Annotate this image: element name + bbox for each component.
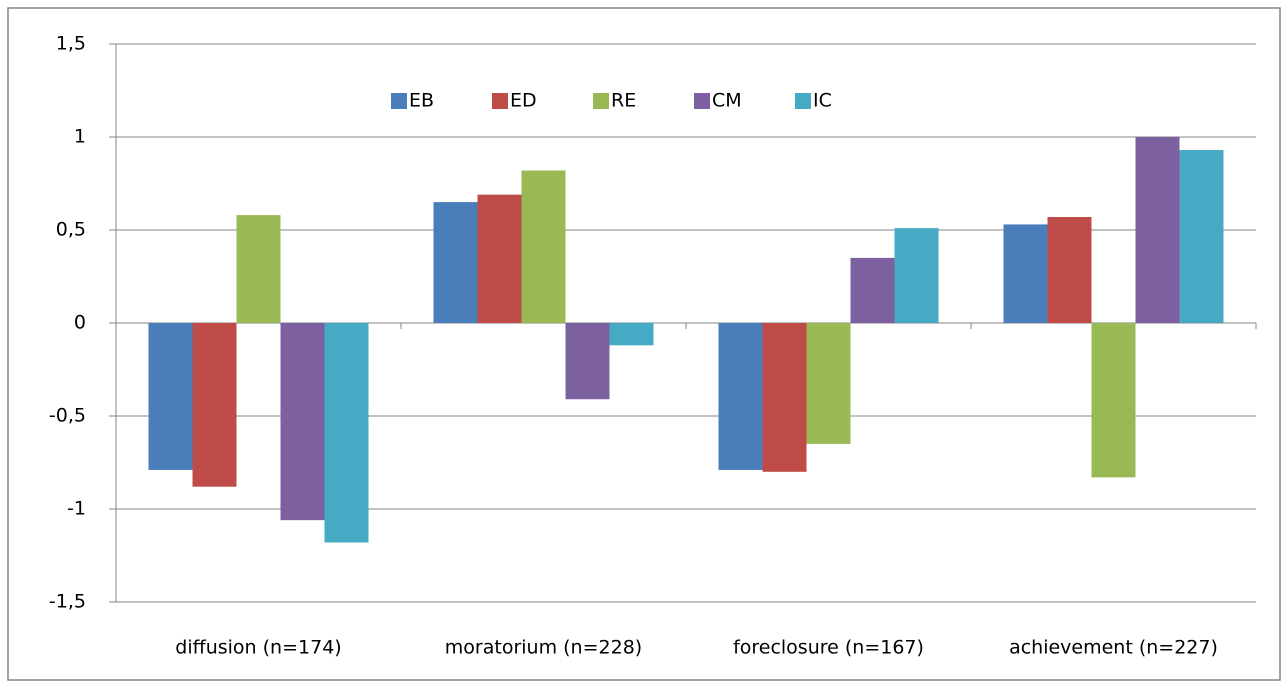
legend-swatch — [593, 93, 609, 109]
bar — [148, 323, 193, 470]
bar — [850, 257, 895, 323]
bar — [609, 323, 654, 346]
y-tick-label: 1 — [74, 126, 86, 148]
legend-swatch — [492, 93, 508, 109]
bar — [477, 194, 522, 323]
y-tick-label: -1 — [67, 498, 86, 520]
legend-swatch — [391, 93, 407, 109]
bar — [1003, 224, 1048, 323]
bar — [762, 323, 807, 472]
y-tick-label: 0,5 — [56, 219, 86, 241]
x-tick-label: moratorium (n=228) — [445, 637, 642, 659]
legend-label: IC — [813, 90, 832, 112]
bar — [718, 323, 763, 470]
bar — [565, 323, 610, 400]
bar — [1135, 137, 1180, 323]
bar — [433, 202, 478, 323]
bar — [192, 323, 237, 487]
x-tick-label: foreclosure (n=167) — [733, 637, 924, 659]
legend-swatch — [694, 93, 710, 109]
legend-label: RE — [611, 90, 636, 112]
bar — [280, 323, 325, 521]
bar — [894, 228, 939, 323]
bar — [1179, 150, 1224, 323]
x-tick-label: diffusion (n=174) — [175, 637, 341, 659]
legend-label: CM — [712, 90, 742, 112]
x-tick-label: achievement (n=227) — [1009, 637, 1218, 659]
y-tick-label: 0 — [74, 312, 86, 334]
bar — [1091, 323, 1136, 478]
y-tick-label: -0,5 — [49, 405, 86, 427]
legend-label: EB — [409, 90, 434, 112]
legend-swatch — [795, 93, 811, 109]
y-tick-label: -1,5 — [49, 591, 86, 613]
bar — [521, 170, 566, 323]
bar — [806, 323, 851, 444]
bar — [1047, 216, 1092, 323]
y-tick-label: 1,5 — [56, 33, 86, 55]
bar — [236, 215, 281, 323]
bar — [324, 323, 369, 543]
legend-label: ED — [510, 90, 537, 112]
